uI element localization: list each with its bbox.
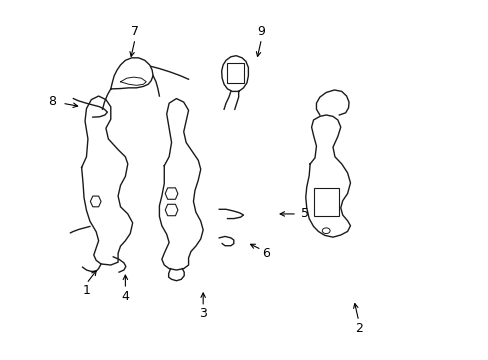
Text: 5: 5: [301, 207, 308, 220]
Text: 8: 8: [48, 95, 56, 108]
Text: 9: 9: [257, 25, 265, 38]
Text: 1: 1: [82, 284, 90, 297]
Text: 2: 2: [354, 322, 362, 335]
Text: 7: 7: [131, 25, 139, 38]
Text: 3: 3: [199, 307, 207, 320]
Text: 6: 6: [262, 247, 270, 260]
Text: 4: 4: [121, 289, 129, 303]
